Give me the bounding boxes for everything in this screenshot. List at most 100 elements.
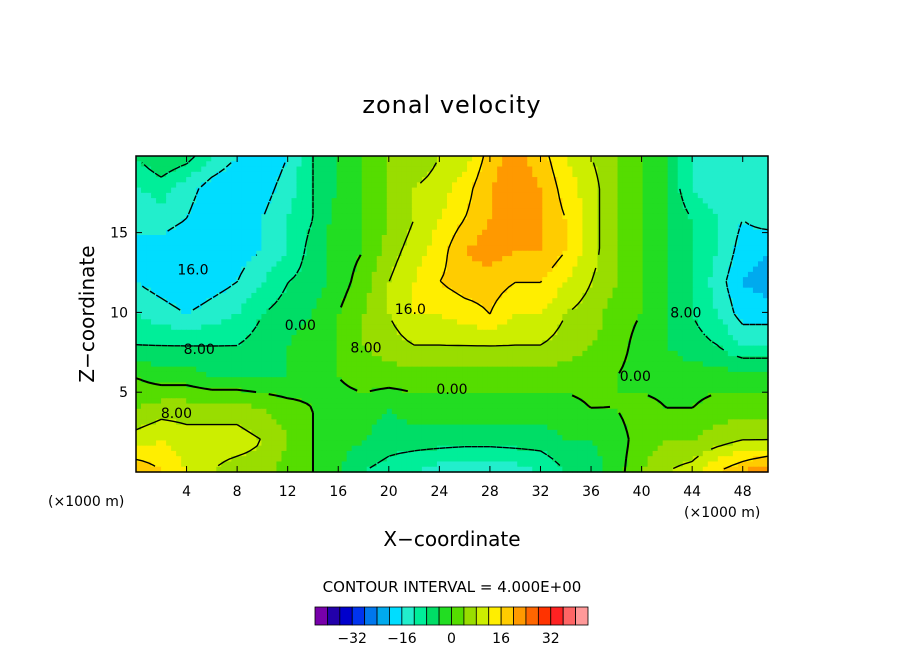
field-cell [381,203,388,210]
field-cell [406,182,413,189]
field-cell [497,245,503,252]
field-cell [477,314,483,320]
field-cell [291,298,298,305]
field-cell [241,256,247,262]
field-cell [502,229,508,236]
field-cell [396,345,403,352]
field-cell [236,261,242,268]
field-cell [296,192,303,199]
field-cell [166,271,172,278]
field-cell [236,319,242,326]
field-cell [206,303,212,310]
field-cell [517,203,523,210]
field-cell [502,161,508,168]
field-cell [722,345,729,352]
field-cell [702,235,709,241]
field-cell [637,345,644,352]
field-cell [386,356,393,362]
field-cell [156,156,162,162]
field-cell [311,345,318,352]
field-cell [201,224,207,231]
field-cell [416,250,423,257]
field-cell [507,277,513,283]
field-cell [226,177,232,183]
field-cell [226,224,232,231]
field-cell [502,166,508,173]
field-cell [647,261,654,268]
field-cell [356,287,363,294]
field-cell [572,187,578,194]
field-cell [431,187,438,194]
field-cell [201,166,207,173]
field-cell [452,335,458,341]
field-cell [416,340,423,347]
field-cell [537,171,543,178]
field-cell [652,356,659,362]
field-cell [156,277,162,283]
field-cell [346,266,353,273]
field-cell [672,292,679,299]
field-cell [697,156,704,162]
field-cell [191,240,197,247]
field-cell [672,208,679,215]
field-cell [341,350,348,357]
field-cell [762,187,769,194]
field-cell [732,261,739,268]
field-cell [747,256,754,262]
field-cell [401,208,408,215]
field-cell [431,219,438,226]
field-cell [331,229,338,236]
field-cell [512,245,518,252]
field-cell [482,361,488,368]
field-cell [186,198,192,204]
field-cell [562,340,568,347]
field-cell [371,235,378,241]
field-cell [732,271,739,278]
field-cell [572,282,578,289]
field-cell [156,319,162,326]
field-cell [762,256,769,262]
field-cell [166,240,172,247]
field-cell [567,345,573,352]
field-cell [727,213,734,220]
field-cell [507,261,513,268]
field-cell [592,198,599,204]
field-cell [497,350,503,357]
field-cell [256,240,262,247]
field-cell [492,208,498,215]
field-cell [346,192,353,199]
field-cell [176,256,182,262]
field-cell [452,245,458,252]
field-cell [316,266,323,273]
field-cell [151,271,157,278]
field-cell [662,208,669,215]
field-cell [226,292,232,299]
field-cell [201,203,207,210]
field-cell [502,329,508,336]
field-cell [492,308,498,315]
field-cell [281,340,288,347]
field-cell [747,240,754,247]
field-cell [762,308,769,315]
field-cell [331,182,338,189]
field-cell [366,356,373,362]
field-cell [652,219,659,226]
field-cell [411,303,418,310]
field-cell [552,213,558,220]
field-cell [752,213,759,220]
field-cell [361,245,368,252]
field-cell [667,203,674,210]
field-cell [381,292,388,299]
field-cell [161,177,167,183]
field-cell [146,208,152,215]
field-cell [532,308,538,315]
field-cell [291,208,298,215]
field-cell [567,335,573,341]
field-cell [366,298,373,305]
plot-area: 16.016.00.008.00 8.000.000.008.008.00 [135,155,769,473]
field-cell [637,192,644,199]
field-cell [306,329,313,336]
field-cell [416,356,423,362]
field-cell [752,345,759,352]
field-cell [647,350,654,357]
